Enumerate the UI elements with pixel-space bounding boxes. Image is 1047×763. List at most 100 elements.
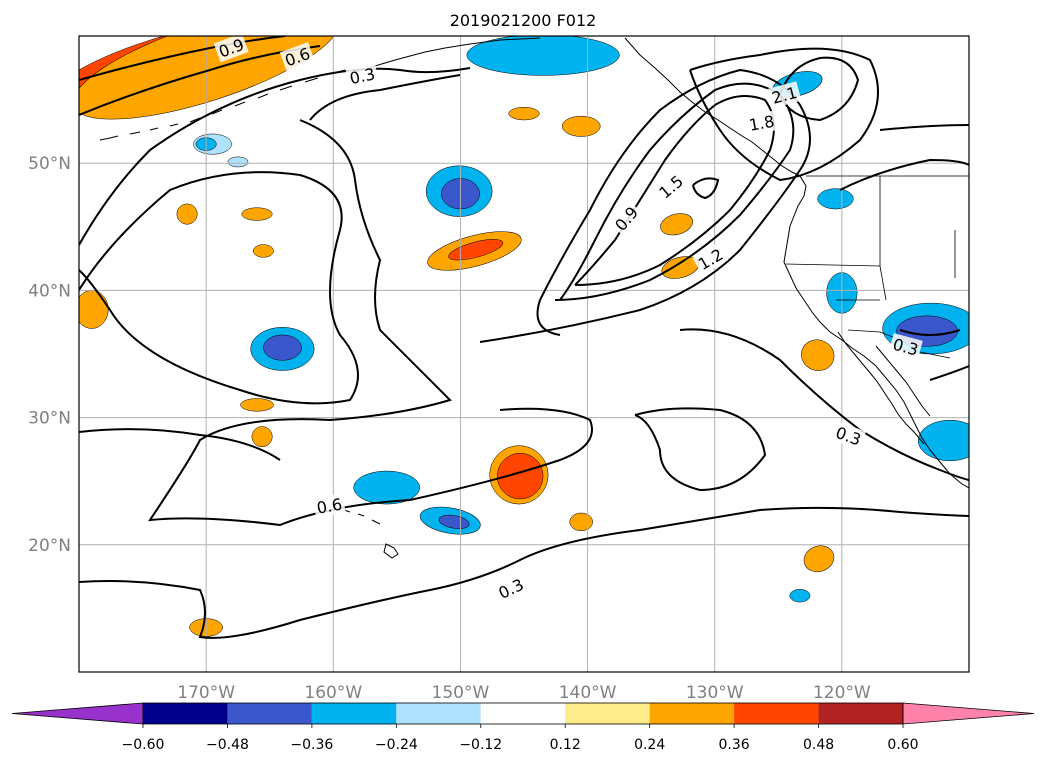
contour-0.3-west-loop xyxy=(79,171,359,405)
colorbar-segment xyxy=(818,703,903,724)
contour-label: 1.8 xyxy=(747,112,775,135)
lat-label: 30°N xyxy=(28,409,71,429)
longitude-labels: 170°W 160°W 150°W 140°W 130°W 120°W xyxy=(177,683,871,703)
alaska-coastline xyxy=(354,37,541,73)
shading-blob-30 xyxy=(240,398,274,412)
colorbar-segment xyxy=(734,703,819,724)
colorbar-tick-label: −0.48 xyxy=(206,737,249,753)
contour-label-bg xyxy=(888,333,923,361)
map-frame xyxy=(78,35,970,673)
colorbar-tick-label: 0.60 xyxy=(887,737,918,753)
shading-blob-33 xyxy=(803,545,835,573)
contour-0.3-east-coast xyxy=(879,124,969,131)
colorbar-tick-label: 0.36 xyxy=(719,737,750,753)
colorbar-segment xyxy=(396,703,481,724)
lon-label: 160°W xyxy=(304,683,362,703)
us-state-borders xyxy=(785,176,956,301)
contour-0.6-east xyxy=(839,158,969,191)
hawaii-islands xyxy=(343,509,399,559)
shading-blob-26 xyxy=(79,290,109,329)
shading-blob-9 xyxy=(263,334,302,361)
contour-label-bg xyxy=(213,36,249,63)
contour-0.3-south xyxy=(79,506,969,639)
contour-1.8-east xyxy=(689,47,879,182)
shading-blob-24 xyxy=(917,419,969,462)
contour-label: 0.3 xyxy=(348,64,377,88)
colorbar-segment xyxy=(227,703,312,724)
colorbar-tick-label: −0.36 xyxy=(290,737,333,753)
shading-blob-28 xyxy=(241,207,273,221)
shading-blob-18 xyxy=(508,106,540,121)
contour-0.6-south xyxy=(79,428,281,461)
contour-lines xyxy=(79,36,969,639)
shading-blob-14 xyxy=(438,514,470,529)
contour-2.1-east xyxy=(779,56,860,122)
contour-label-bg xyxy=(767,81,802,109)
colorbar-tick-label: 0.12 xyxy=(550,737,581,753)
colorbar-segment xyxy=(143,703,228,724)
baja-california-coastline xyxy=(837,331,925,445)
map-background xyxy=(79,36,969,672)
colorbar-tick-label: 0.24 xyxy=(634,737,665,753)
colorbar-tick-label: −0.60 xyxy=(122,737,165,753)
shading-blob-15 xyxy=(660,213,694,236)
map-panel: 0.9 0.60.32.11.81.50.91.20.30.30.60.3 xyxy=(78,35,970,673)
colorbar-outline xyxy=(142,702,904,725)
colorbar-extend-low xyxy=(11,702,144,725)
contour-label-bg xyxy=(493,573,529,604)
aleutian-islands xyxy=(99,69,346,141)
colorbar-tick-label: −0.12 xyxy=(459,737,502,753)
contour-0.3-east xyxy=(634,407,767,492)
contour-label-bg xyxy=(608,200,644,237)
shading-blob-29 xyxy=(252,244,274,258)
gulf-of-california-coastline xyxy=(875,345,931,417)
contour-0.3-central xyxy=(147,119,593,527)
lon-label: 130°W xyxy=(686,683,744,703)
contour-label-bg xyxy=(745,110,779,136)
contour-label-bg xyxy=(312,493,346,519)
gridlines xyxy=(79,36,969,672)
lat-label: 40°N xyxy=(28,281,71,301)
shading-blob-23 xyxy=(817,188,854,210)
lon-label: 150°W xyxy=(432,683,490,703)
colorbar-extend-high xyxy=(902,702,1035,725)
contour-label-bg xyxy=(831,421,867,451)
lat-label: 20°N xyxy=(28,536,71,556)
contour-label-bg xyxy=(345,62,380,89)
contour-0.3-north xyxy=(79,67,471,246)
lon-label: 140°W xyxy=(559,683,617,703)
contour-0.3-ridge xyxy=(309,74,461,121)
contour-label: 0.6 xyxy=(315,495,343,518)
contour-label-group: 0.3 xyxy=(831,421,867,451)
colorbar-segment xyxy=(311,703,397,724)
colorbar: −0.60 −0.48 −0.36 −0.24 −0.12 0.12 0.24 0.36 0.4… xyxy=(11,702,1035,753)
shading-blob-12 xyxy=(353,470,420,505)
shading-blob-17 xyxy=(561,115,601,137)
figure-title: 2019021200 F012 xyxy=(450,11,597,30)
lon-label: 120°W xyxy=(813,683,871,703)
colorbar-segment xyxy=(649,703,735,724)
contour-label-group: 1.8 xyxy=(745,110,779,136)
shading-blob-7 xyxy=(448,239,504,261)
contour-label-bg xyxy=(279,42,315,72)
lat-label: 50°N xyxy=(28,154,71,174)
shading-blob-32 xyxy=(569,512,593,532)
latitude-labels: 20°N 30°N 40°N 50°N xyxy=(28,154,71,556)
contour-0.3-coast-south xyxy=(679,328,969,481)
contour-0.3-sw-mexico xyxy=(899,329,969,381)
contour-label-bg xyxy=(692,242,729,276)
shading-blob-31 xyxy=(251,426,273,448)
shading-blob-25 xyxy=(801,339,835,371)
colorbar-segment xyxy=(480,703,566,724)
shading-blob-11 xyxy=(497,452,544,500)
shading-blob-27 xyxy=(176,203,198,225)
colorbar-tick-label: −0.24 xyxy=(375,737,418,753)
shading-blob-38 xyxy=(227,156,249,168)
shading-blob-3 xyxy=(466,36,620,76)
contour-label-group: 0.6 xyxy=(312,493,346,519)
coastlines xyxy=(99,37,969,559)
colorbar-tick-label: 0.48 xyxy=(803,737,834,753)
contour-0.9-north xyxy=(79,36,286,81)
shading-blob-35 xyxy=(789,589,811,603)
